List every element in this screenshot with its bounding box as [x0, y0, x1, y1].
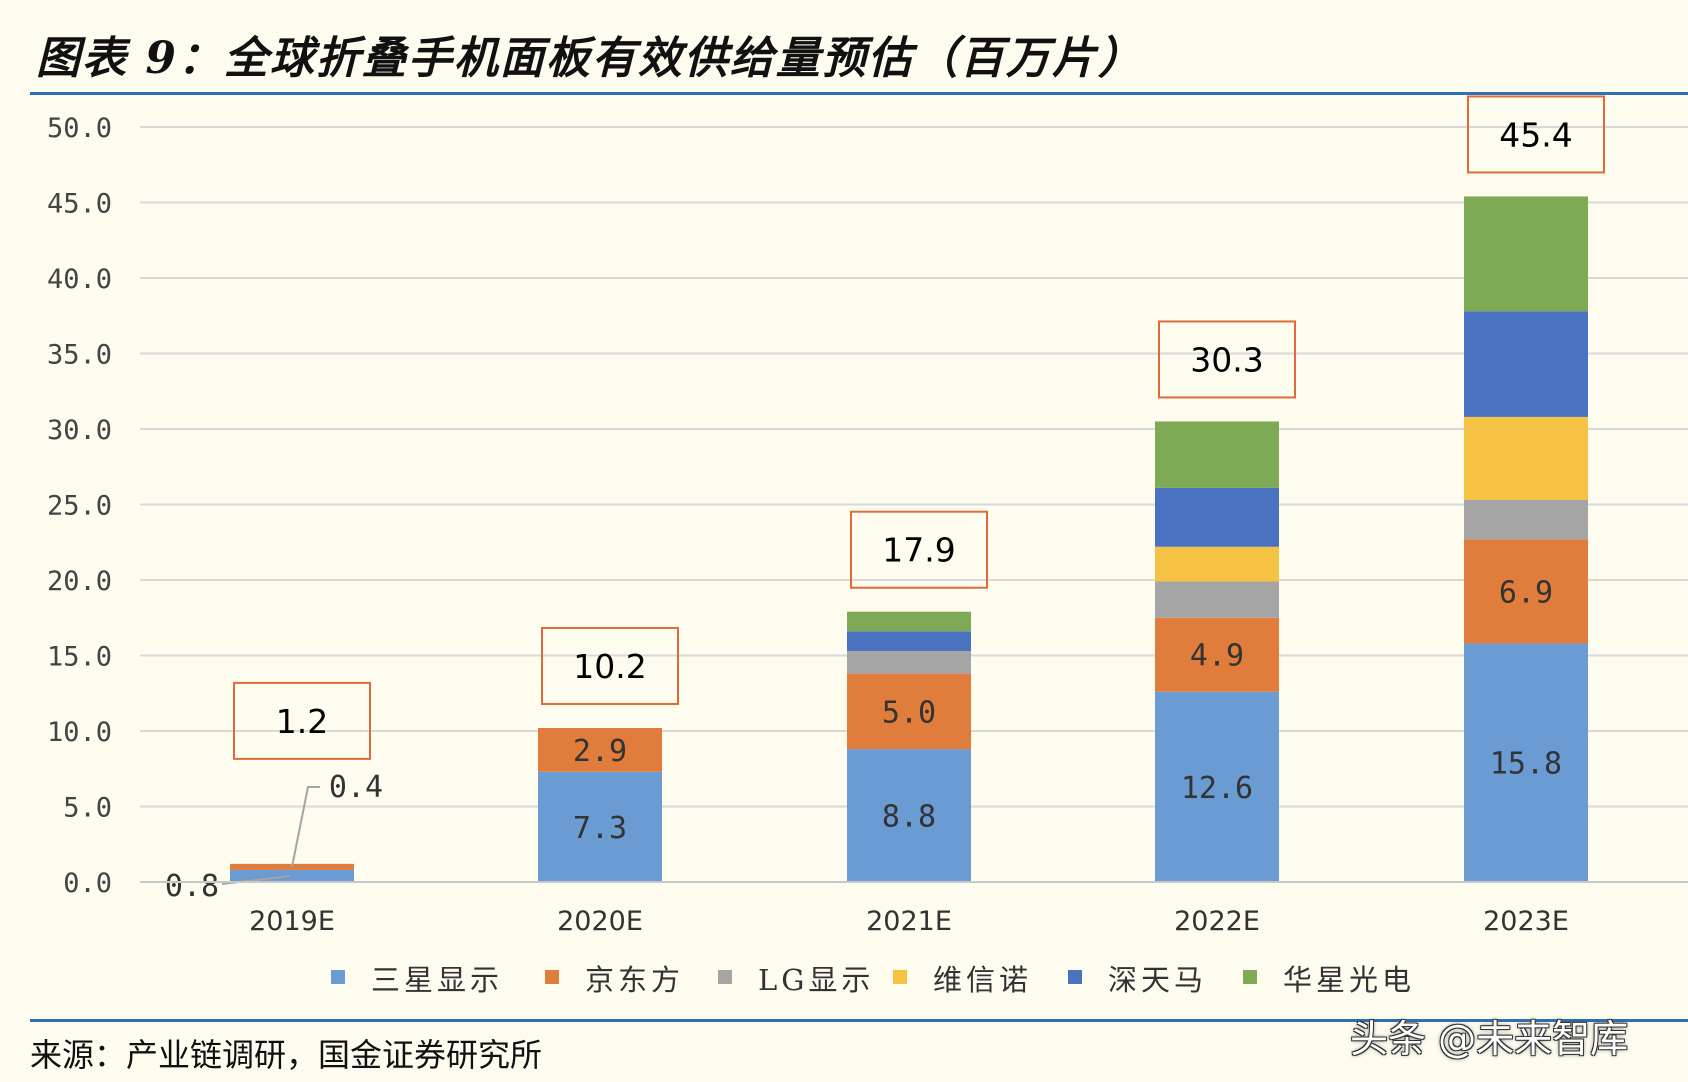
y-tick-label: 50.0 [47, 113, 112, 144]
x-category-label: 2022E [1174, 906, 1260, 937]
bar-segment [538, 771, 662, 882]
total-labels: 1.2 10.2 17.9 30.3 45.4 [233, 95, 1605, 760]
y-axis: 0.0 5.0 10.0 15.0 20.0 25.0 30.0 35.0 40.0 45.0 50… [47, 113, 112, 899]
top-rule [30, 92, 1688, 95]
bar-segment [1155, 617, 1279, 692]
legend: 三星显示 京东方 LG显示 维信诺 深天马 华星光电 [331, 963, 1415, 997]
segment-value-label: 0.4 [329, 770, 383, 805]
x-category-label: 2021E [866, 906, 952, 937]
legend-entry-label: 维信诺 [933, 963, 1032, 997]
bar-segment [1464, 539, 1588, 644]
y-tick-label: 15.0 [47, 642, 112, 673]
bar-segment [1155, 581, 1279, 618]
legend-entry-label: LG显示 [758, 963, 874, 997]
segment-value-label: 7.3 [573, 811, 627, 846]
y-tick-label: 20.0 [47, 566, 112, 597]
x-category-label: 2019E [249, 906, 335, 937]
y-tick-label: 30.0 [47, 415, 112, 446]
total-value-label: 10.2 [573, 647, 646, 686]
total-box [541, 626, 679, 705]
bar-segment [1464, 416, 1588, 500]
x-category-label: 2020E [557, 906, 643, 937]
leader-line [291, 786, 320, 868]
segment-value-label: 8.8 [882, 800, 936, 835]
bar-segment [1464, 499, 1588, 540]
x-axis: 2019E 2020E 2021E 2022E 2023E [140, 881, 1688, 937]
gridlines [140, 126, 1688, 883]
chart-title: 图表 9：全球折叠手机面板有效供给量预估（百万片） [36, 33, 1144, 84]
total-box [233, 681, 371, 760]
x-category-label: 2023E [1483, 906, 1569, 937]
total-value-label: 17.9 [882, 531, 955, 570]
total-value-label: 45.4 [1499, 115, 1572, 154]
segment-value-label: 2.9 [573, 734, 627, 769]
bar-segment [1155, 487, 1279, 547]
watermark: 头条 @未来智库 [1350, 1017, 1629, 1061]
bar-segment [1464, 643, 1588, 882]
y-tick-label: 45.0 [47, 189, 112, 220]
total-value-label: 1.2 [276, 702, 328, 741]
legend-swatch [1243, 970, 1257, 984]
y-tick-label: 5.0 [63, 793, 112, 824]
bar-segment [847, 673, 971, 750]
bar-segment [538, 727, 662, 772]
y-tick-label: 0.0 [63, 868, 112, 899]
legend-entry-label: 三星显示 [371, 963, 503, 997]
bar-segment [847, 611, 971, 632]
legend-swatch [893, 970, 907, 984]
y-tick-label: 25.0 [47, 491, 112, 522]
segment-value-label: 5.0 [882, 695, 936, 730]
bar-segment [847, 749, 971, 882]
segment-labels: 7.3 2.9 8.8 5.0 12.6 4.9 15.8 6.9 0.8 0.4 [165, 575, 1562, 904]
segment-value-label: 6.9 [1499, 575, 1553, 610]
bar-segment [1464, 196, 1588, 312]
bars [230, 196, 1588, 882]
y-tick-label: 10.0 [47, 717, 112, 748]
bar-segment [1464, 311, 1588, 417]
stacked-bar-chart: 0.0 5.0 10.0 15.0 20.0 25.0 30.0 35.0 40.0 45.0 50… [47, 95, 1688, 997]
legend-entry-label: 深天马 [1108, 963, 1207, 997]
total-value-label: 30.3 [1190, 340, 1263, 379]
bottom-rule [30, 1019, 1688, 1022]
legend-entry-label: 华星光电 [1283, 963, 1415, 997]
y-tick-label: 35.0 [47, 340, 112, 371]
segment-value-label: 0.8 [165, 869, 219, 904]
segment-value-label: 12.6 [1181, 771, 1253, 806]
bar-segment [1155, 691, 1279, 882]
legend-swatch [1068, 970, 1082, 984]
y-tick-label: 40.0 [47, 264, 112, 295]
total-box [1158, 320, 1296, 399]
legend-swatch [718, 970, 732, 984]
total-box [850, 510, 988, 589]
segment-value-label: 4.9 [1190, 639, 1244, 674]
bar-segment [847, 650, 971, 674]
legend-swatch [545, 970, 559, 984]
total-box [1467, 95, 1605, 174]
segment-value-label: 15.8 [1490, 747, 1562, 782]
source-note: 来源：产业链调研，国金证券研究所 [30, 1036, 543, 1074]
legend-swatch [331, 970, 345, 984]
bar-segment [847, 631, 971, 651]
bar-segment [1155, 421, 1279, 488]
legend-entry-label: 京东方 [585, 963, 684, 997]
bar-segment [1155, 546, 1279, 582]
